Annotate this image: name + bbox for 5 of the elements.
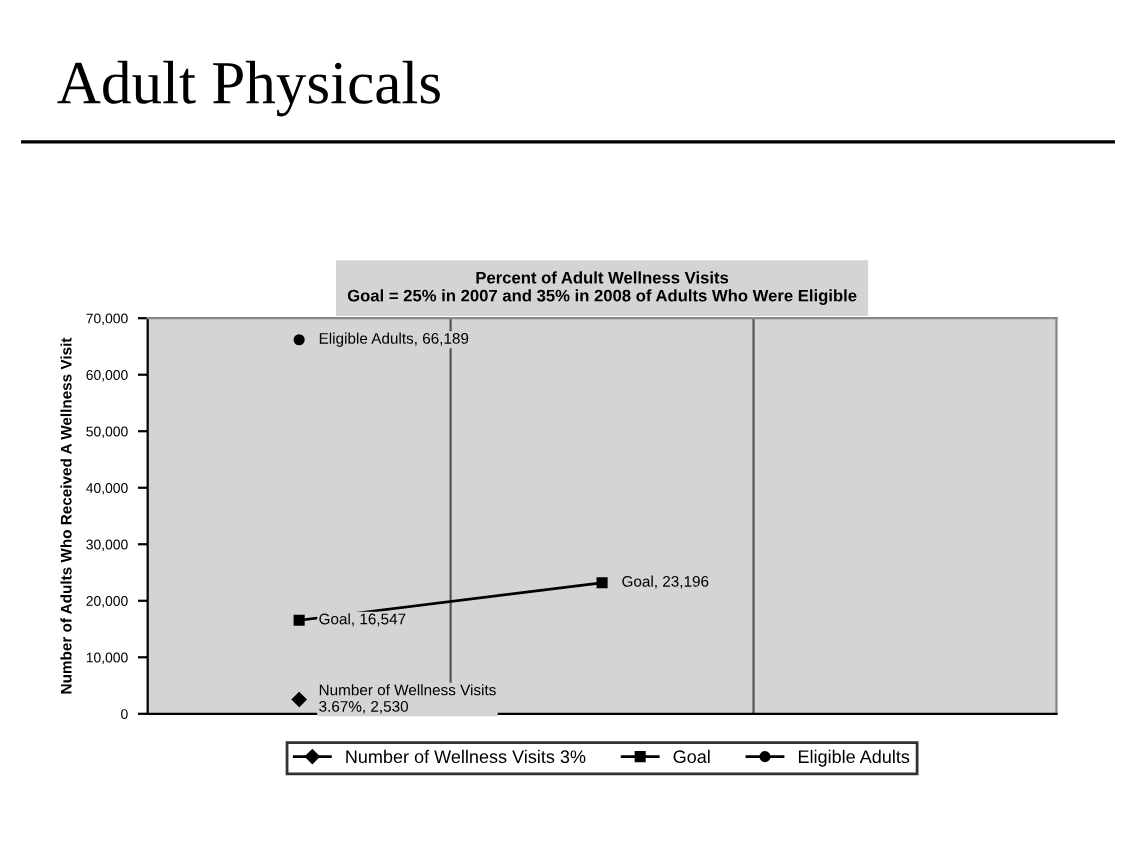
chart-title: Adult Physicals	[57, 60, 440, 117]
legend-label: Number of Wellness Visits 3%	[346, 749, 586, 764]
chart-subtitle: Percent of Adult Wellness Visits Goal = 25% in 2007 and 35% in 2008 of Adults Who Were Eligible	[347, 271, 857, 305]
legend-label: Eligible Adults	[798, 749, 910, 767]
legend-label: Goal	[673, 749, 710, 764]
